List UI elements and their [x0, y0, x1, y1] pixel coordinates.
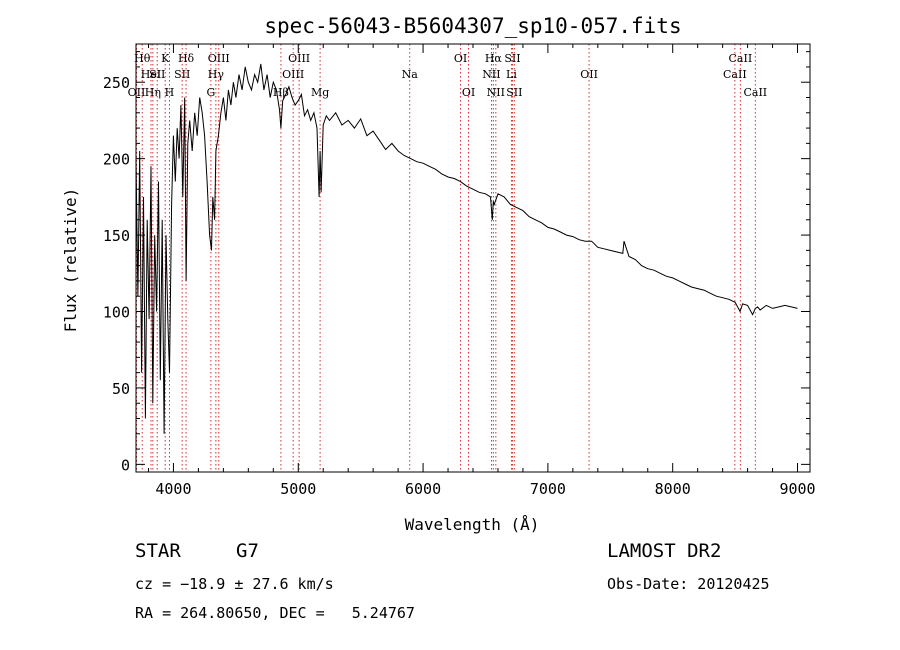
obs-date: Obs-Date: 20120425	[607, 575, 770, 593]
subclass: G7	[236, 540, 259, 562]
plot-area: 4000 5000 6000 7000 8000 9000050100150200250O…	[103, 43, 816, 498]
object-class: STAR	[135, 540, 181, 562]
line-label-12: Hβ	[273, 86, 289, 99]
line-label-0: OII	[128, 86, 146, 99]
line-label-22: Li	[506, 68, 517, 81]
y-tick-label: 50	[112, 380, 130, 398]
x-tick-label: 5000	[280, 480, 316, 498]
line-label-25: OII	[580, 68, 598, 81]
x-tick-label: 6000	[405, 480, 441, 498]
line-label-11: OIII	[208, 52, 230, 65]
line-label-4: SII	[149, 68, 165, 81]
line-label-2: HeI	[141, 68, 161, 81]
line-label-26: CaII	[723, 68, 747, 81]
y-tick-label: 0	[121, 456, 130, 474]
redshift-cz: cz = −18.9 ± 27.6 km/s	[135, 575, 334, 593]
line-label-6: H	[165, 86, 175, 99]
line-label-8: SII	[174, 68, 190, 81]
line-label-23: SII	[504, 52, 520, 65]
line-label-16: Na	[402, 68, 419, 81]
line-label-17: OI	[454, 52, 467, 65]
line-label-15: Mg	[311, 86, 329, 99]
line-label-21: NII	[487, 86, 505, 99]
line-label-10: Hγ	[208, 68, 225, 81]
y-tick-label: 200	[103, 151, 130, 169]
line-label-9: G	[206, 86, 215, 99]
coordinates: RA = 264.80650, DEC = 5.24767	[135, 604, 415, 622]
y-tick-label: 150	[103, 227, 130, 245]
line-label-3: Hη	[145, 86, 161, 99]
x-tick-label: 4000	[155, 480, 191, 498]
line-label-7: Hδ	[178, 52, 195, 65]
y-tick-label: 250	[103, 74, 130, 92]
line-label-18: OI	[462, 86, 475, 99]
x-axis-label: Wavelength (Å)	[405, 515, 540, 534]
line-label-28: CaII	[743, 86, 767, 99]
x-tick-label: 7000	[530, 480, 566, 498]
survey-name: LAMOST DR2	[607, 540, 722, 562]
x-tick-label: 9000	[779, 480, 815, 498]
line-label-27: CaII	[729, 52, 753, 65]
spectrum-line	[135, 63, 798, 434]
line-label-24: SII	[506, 86, 522, 99]
line-label-13: OIII	[282, 68, 304, 81]
x-tick-label: 8000	[655, 480, 691, 498]
line-label-1: Hθ	[134, 52, 151, 65]
line-label-14: OIII	[288, 52, 310, 65]
axes-frame	[135, 43, 811, 473]
line-label-5: K	[161, 52, 170, 65]
chart-title: spec-56043-B5604307_sp10-057.fits	[264, 14, 681, 38]
y-axis-label: Flux (relative)	[61, 188, 80, 333]
line-label-20: Hα	[485, 52, 503, 65]
line-label-19: NII	[482, 68, 500, 81]
y-tick-label: 100	[103, 304, 130, 322]
